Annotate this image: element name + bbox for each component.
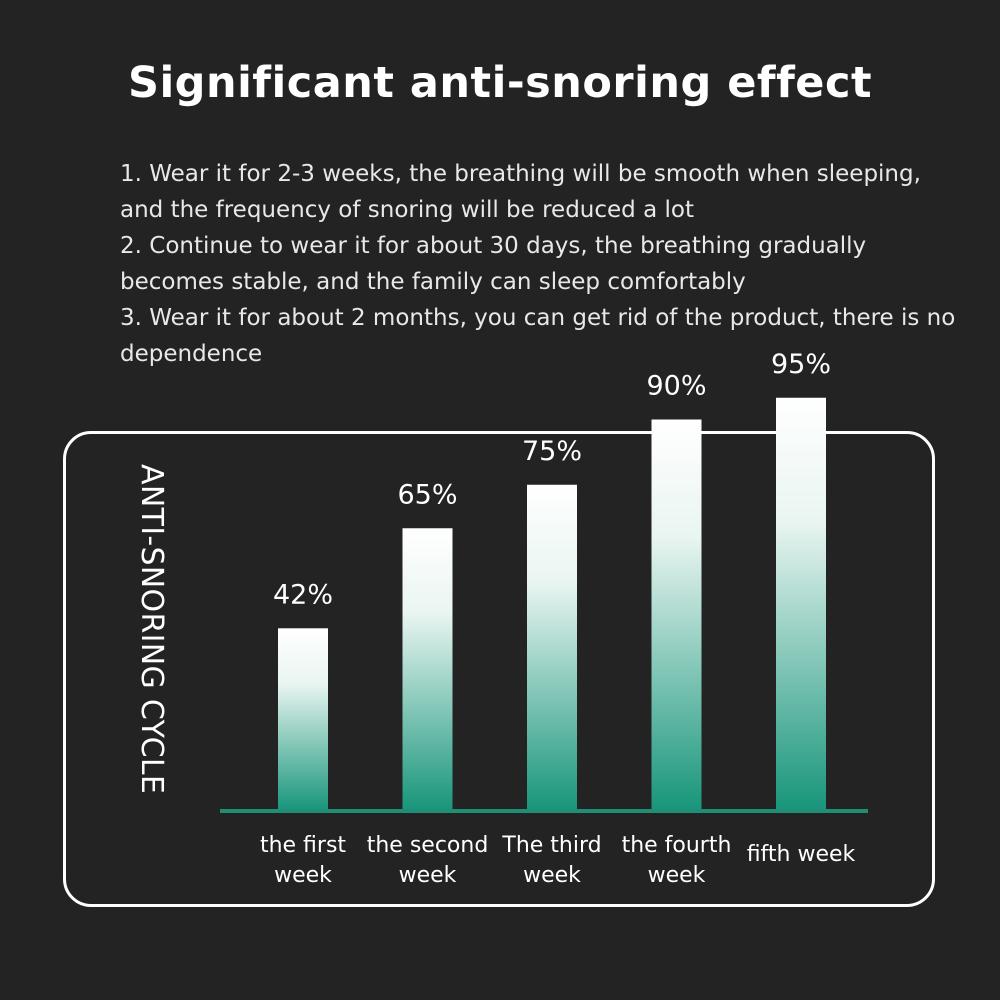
note-item-1: 1. Wear it for 2-3 weeks, the breathing … <box>120 161 921 223</box>
y-axis-label: ANTI-SNORING CYCLE <box>134 464 169 795</box>
value-label-2: 65% <box>397 479 457 510</box>
category-label-4-line-1: the fourth <box>622 833 732 858</box>
bar-4 <box>651 419 702 811</box>
note-item-3: 3. Wear it for about 2 months, you can g… <box>120 305 956 367</box>
benefit-notes: 1. Wear it for 2-3 weeks, the breathing … <box>120 156 960 372</box>
category-label-2-line-2: week <box>399 863 457 888</box>
value-label-5: 95% <box>771 349 831 380</box>
page-title: Significant anti-snoring effect <box>127 58 873 108</box>
bar-2 <box>402 528 453 811</box>
category-label-3-line-2: week <box>523 863 581 888</box>
category-label-2-line-1: the second <box>367 833 489 858</box>
value-label-4: 90% <box>646 371 706 402</box>
value-label-1: 42% <box>273 579 333 610</box>
note-item-2: 2. Continue to wear it for about 30 days… <box>120 233 867 295</box>
value-label-3: 75% <box>522 436 582 467</box>
bar-5 <box>776 397 826 811</box>
chart-panel <box>63 431 935 907</box>
category-label-1-line-1: the first <box>260 833 346 858</box>
bar-1 <box>278 628 328 811</box>
category-label-3-line-1: The third <box>501 833 601 858</box>
category-label-4-line-2: week <box>648 863 706 888</box>
bar-3 <box>527 484 577 811</box>
category-label-5-line-1: fifth week <box>747 842 856 867</box>
category-label-1-line-2: week <box>274 863 332 888</box>
